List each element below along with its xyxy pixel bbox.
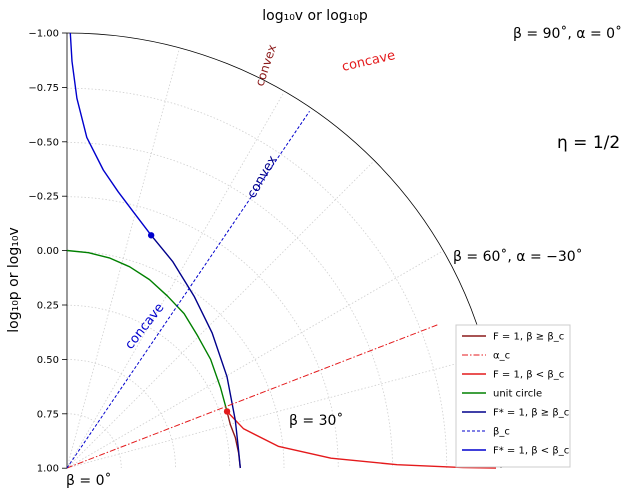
legend-label: β_c <box>493 427 510 438</box>
transition-point-marker <box>223 408 231 415</box>
chart-title: log₁₀v or log₁₀p <box>262 8 368 24</box>
curve-label-convex-red: convex <box>253 43 280 88</box>
grid-radial <box>66 250 444 469</box>
y-tick-label: 1.00 <box>37 464 59 475</box>
grid-arc <box>66 87 448 469</box>
grid-radial <box>66 91 285 469</box>
angle-label-beta-60: β = 60˚, α = −30˚ <box>453 248 583 265</box>
legend-label: F* = 1, β ≥ β_c <box>493 408 569 419</box>
legend-frame <box>455 324 571 468</box>
y-tick-label: 0.00 <box>37 246 59 257</box>
angle-label-beta-0: β = 0˚ <box>66 472 111 489</box>
series-F1-beta-lt <box>226 410 497 469</box>
legend-label: α_c <box>493 351 510 362</box>
y-tick-label: 0.50 <box>37 355 59 366</box>
y-tick-label: −0.75 <box>28 83 59 94</box>
y-tick-labels: −1.00 −0.75 −0.50 −0.25 0.00 0.25 0.50 0.75 1.00 <box>28 29 67 475</box>
series-beta-c <box>66 111 310 469</box>
series-alpha-c <box>66 324 439 469</box>
grid <box>66 48 487 469</box>
transition-point-marker <box>147 232 155 239</box>
y-tick-label: −0.25 <box>28 192 59 203</box>
y-tick-label: −0.50 <box>28 137 59 148</box>
grid-arc <box>66 304 231 469</box>
grid-arc <box>66 250 285 469</box>
legend-label: F* = 1, β < β_c <box>493 446 569 457</box>
y-tick-label: 0.75 <box>37 409 59 420</box>
series-Fstar1-beta-ge <box>150 234 241 469</box>
grid-arc <box>66 142 393 469</box>
series-unit-circle <box>66 249 228 412</box>
series-F1-beta-ge <box>226 411 241 469</box>
y-tick-label: −1.00 <box>28 29 59 40</box>
legend-label: F = 1, β ≥ β_c <box>493 332 564 343</box>
y-axis-label: log₁₀p or log₁₀v <box>6 227 22 333</box>
grid-arc <box>66 413 122 469</box>
angle-label-beta-90: β = 90˚, α = 0˚ <box>513 25 622 42</box>
y-tick-label: 0.25 <box>37 301 59 312</box>
eta-label: η = 1/2 <box>557 133 620 153</box>
grid-radial <box>66 160 375 469</box>
curve-label-concave-blue: concave <box>122 301 167 353</box>
legend-label: unit circle <box>493 389 542 400</box>
series-layer <box>66 32 497 469</box>
angle-label-beta-30: β = 30˚ <box>289 412 343 429</box>
legend-label: F = 1, β < β_c <box>493 370 564 381</box>
series-Fstar1-beta-lt <box>69 32 152 236</box>
curve-label-convex-blue: convex <box>244 153 280 201</box>
marker-layer <box>147 232 231 415</box>
grid-radial <box>66 48 180 469</box>
grid-radial <box>66 355 487 469</box>
curve-label-concave-red: concave <box>341 48 397 75</box>
